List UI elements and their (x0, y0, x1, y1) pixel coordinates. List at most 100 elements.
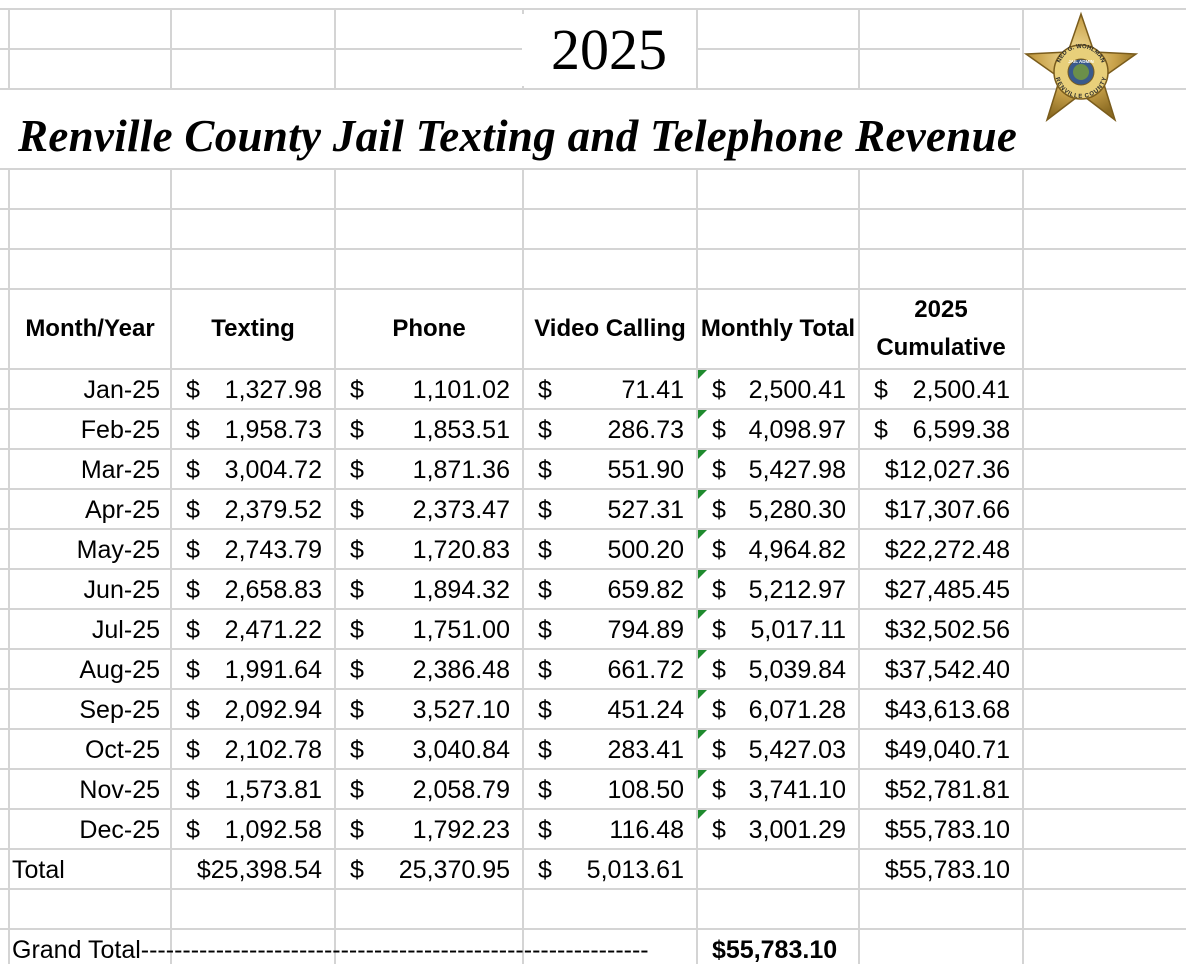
currency-symbol: $ (350, 816, 364, 844)
amount: 1,958.73 (224, 416, 322, 444)
currency-symbol: $ (350, 416, 364, 444)
badge: NED G. WOHLMAN JAIL ADMIN RENVILLE COUNT… (1023, 11, 1139, 123)
amount: $55,783.10 (884, 816, 1010, 844)
currency-symbol: $ (538, 696, 552, 724)
amount: 6,071.28 (748, 696, 846, 724)
currency-symbol: $ (712, 456, 726, 484)
currency-symbol: $ (712, 616, 726, 644)
amount: 1,991.64 (224, 656, 322, 684)
grid-line (0, 48, 522, 50)
currency-symbol: $ (186, 616, 200, 644)
total-amount: $25,398.54 (196, 856, 322, 884)
currency-symbol: $ (538, 496, 552, 524)
amount: 2,058.79 (412, 776, 510, 804)
amount: 794.89 (607, 616, 684, 644)
error-indicator (698, 450, 707, 459)
amount: 5,212.97 (748, 576, 846, 604)
amount: 2,386.48 (412, 656, 510, 684)
currency-symbol: $ (712, 776, 726, 804)
grid-line (696, 168, 698, 964)
amount: 5,017.11 (750, 616, 846, 644)
grid-line (0, 728, 1186, 730)
currency-symbol: $ (186, 776, 200, 804)
amount: 527.31 (607, 496, 684, 524)
grid-line (1022, 8, 1024, 88)
grid-line (0, 88, 1186, 90)
currency-symbol: $ (538, 816, 552, 844)
month-label: Dec-25 (79, 816, 160, 844)
currency-symbol: $ (712, 496, 726, 524)
currency-symbol: $ (712, 696, 726, 724)
amount: $52,781.81 (884, 776, 1010, 804)
amount: 2,471.22 (224, 616, 322, 644)
amount: 116.48 (609, 816, 684, 844)
grid-line (8, 168, 10, 964)
currency-symbol: $ (538, 536, 552, 564)
grid-line (1022, 168, 1024, 964)
amount: 500.20 (607, 536, 684, 564)
amount: 2,092.94 (224, 696, 322, 724)
grid-line (0, 648, 1186, 650)
grid-line (0, 848, 1186, 850)
amount: 3,001.29 (748, 816, 846, 844)
amount: $17,307.66 (884, 496, 1010, 524)
amount: 3,527.10 (412, 696, 510, 724)
grand-total-value: $55,783.10 (712, 936, 838, 964)
grid-line (0, 768, 1186, 770)
amount: 1,327.98 (224, 376, 322, 404)
amount: 2,658.83 (224, 576, 322, 604)
grid-line (0, 568, 1186, 570)
amount: 2,379.52 (224, 496, 322, 524)
month-label: Jun-25 (83, 576, 160, 604)
month-label: Apr-25 (84, 496, 160, 524)
column-header: Video Calling (524, 290, 696, 368)
amount: $43,613.68 (884, 696, 1010, 724)
currency-symbol: $ (538, 456, 552, 484)
total-amount: 5,013.61 (586, 856, 684, 884)
currency-symbol: $ (350, 616, 364, 644)
badge-role: JAIL ADMIN (1068, 59, 1094, 64)
amount: 551.90 (607, 456, 684, 484)
amount: 4,098.97 (748, 416, 846, 444)
error-indicator (698, 530, 707, 539)
currency-symbol: $ (712, 736, 726, 764)
grid-line (0, 808, 1186, 810)
currency-symbol: $ (350, 456, 364, 484)
grid-line (0, 448, 1186, 450)
amount: 5,280.30 (748, 496, 846, 524)
currency-symbol: $ (538, 616, 552, 644)
month-label: Oct-25 (84, 736, 160, 764)
grid-line (0, 888, 1186, 890)
amount: 451.24 (607, 696, 684, 724)
currency-symbol: $ (538, 416, 552, 444)
amount: 661.72 (607, 656, 684, 684)
amount: 5,427.98 (748, 456, 846, 484)
column-header: Monthly Total (698, 290, 858, 368)
column-header: 2025 Cumulative (860, 290, 1022, 368)
amount: 283.41 (607, 736, 684, 764)
grid-line (0, 368, 1186, 370)
currency-symbol: $ (186, 696, 200, 724)
grid-line (0, 208, 1186, 210)
amount: $12,027.36 (884, 456, 1010, 484)
column-header: Month/Year (10, 290, 170, 368)
month-label: Sep-25 (79, 696, 160, 724)
error-indicator (698, 570, 707, 579)
month-label: Aug-25 (79, 656, 160, 684)
amount: 6,599.38 (912, 416, 1010, 444)
amount: 3,040.84 (412, 736, 510, 764)
grid-line (0, 488, 1186, 490)
month-label: Jul-25 (91, 616, 160, 644)
month-label: Nov-25 (79, 776, 160, 804)
grid-line (0, 8, 1186, 10)
year-heading: 2025 (522, 14, 696, 86)
error-indicator (698, 810, 707, 819)
amount: 1,092.58 (224, 816, 322, 844)
currency-symbol: $ (712, 816, 726, 844)
amount: 2,373.47 (412, 496, 510, 524)
currency-symbol: $ (538, 736, 552, 764)
amount: 71.41 (621, 376, 684, 404)
currency-symbol: $ (350, 376, 364, 404)
currency-symbol: $ (350, 576, 364, 604)
error-indicator (698, 770, 707, 779)
